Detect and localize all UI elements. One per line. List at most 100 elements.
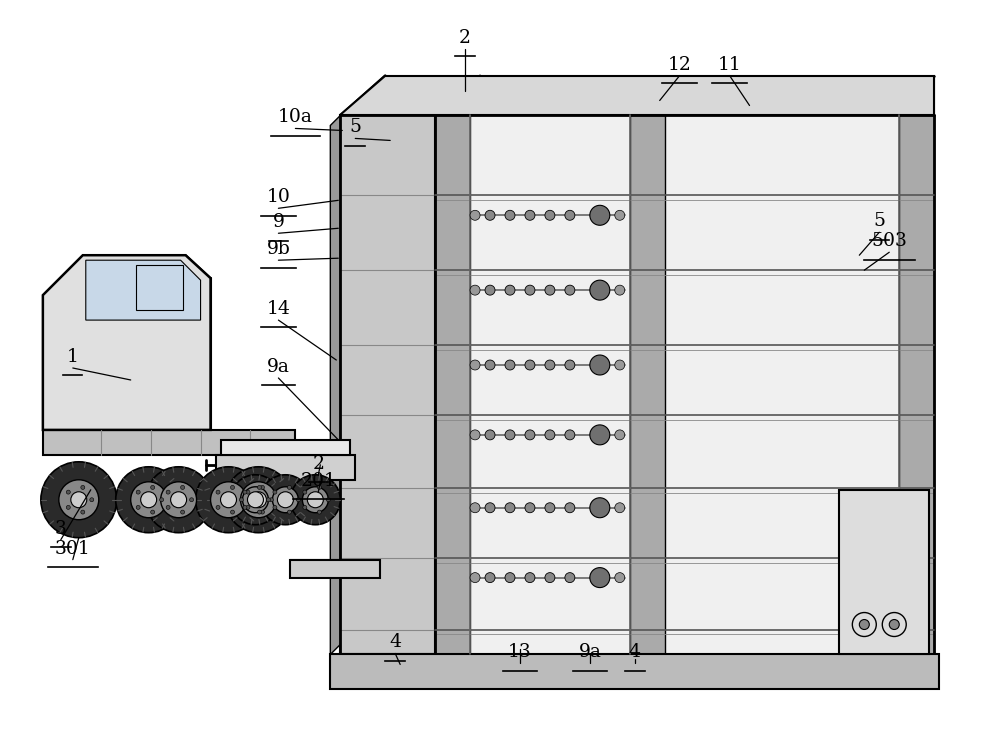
Circle shape (66, 490, 70, 494)
Circle shape (257, 486, 261, 489)
Circle shape (615, 285, 625, 295)
Polygon shape (330, 116, 340, 654)
Circle shape (116, 467, 182, 533)
Circle shape (307, 492, 323, 508)
Circle shape (485, 285, 495, 295)
Circle shape (247, 492, 263, 508)
Circle shape (273, 490, 277, 494)
Circle shape (470, 360, 480, 370)
Circle shape (505, 573, 515, 582)
Circle shape (290, 475, 340, 525)
Circle shape (565, 573, 575, 582)
Circle shape (485, 210, 495, 220)
Circle shape (889, 620, 899, 629)
Circle shape (317, 486, 321, 489)
Polygon shape (290, 559, 380, 578)
Circle shape (81, 510, 85, 514)
Circle shape (211, 482, 246, 517)
Circle shape (146, 467, 212, 533)
Circle shape (246, 490, 250, 494)
Circle shape (505, 503, 515, 513)
Circle shape (66, 506, 70, 509)
Polygon shape (221, 440, 350, 455)
Text: 10: 10 (266, 189, 290, 206)
Circle shape (81, 486, 85, 489)
Polygon shape (330, 654, 939, 689)
Polygon shape (630, 116, 665, 654)
Circle shape (505, 285, 515, 295)
Text: 11: 11 (718, 55, 741, 74)
Circle shape (615, 573, 625, 582)
Circle shape (296, 497, 300, 502)
Circle shape (565, 360, 575, 370)
Circle shape (590, 206, 610, 226)
Text: 14: 14 (266, 300, 290, 318)
Circle shape (545, 503, 555, 513)
Circle shape (221, 492, 236, 508)
Circle shape (505, 210, 515, 220)
Circle shape (272, 486, 298, 513)
Circle shape (266, 497, 270, 502)
Circle shape (525, 210, 535, 220)
Text: 5: 5 (349, 119, 361, 136)
Circle shape (287, 510, 291, 514)
Text: 2: 2 (459, 29, 471, 46)
Circle shape (277, 492, 293, 508)
Circle shape (859, 620, 869, 629)
Circle shape (485, 573, 495, 582)
Circle shape (181, 486, 185, 489)
Circle shape (615, 210, 625, 220)
Circle shape (190, 497, 194, 502)
Circle shape (565, 210, 575, 220)
Circle shape (470, 210, 480, 220)
Text: 5: 5 (873, 212, 885, 230)
Circle shape (470, 503, 480, 513)
Circle shape (273, 506, 277, 509)
Polygon shape (216, 455, 355, 480)
Circle shape (231, 510, 235, 514)
Polygon shape (43, 430, 295, 455)
Circle shape (240, 482, 276, 517)
Circle shape (303, 490, 307, 494)
Circle shape (545, 430, 555, 440)
Circle shape (166, 490, 170, 494)
Circle shape (615, 503, 625, 513)
Circle shape (260, 475, 310, 525)
Circle shape (260, 510, 264, 514)
Text: 4: 4 (629, 643, 641, 662)
Circle shape (565, 285, 575, 295)
Text: 10a: 10a (278, 108, 313, 127)
Circle shape (151, 510, 155, 514)
Circle shape (615, 360, 625, 370)
Circle shape (590, 355, 610, 375)
Circle shape (71, 492, 87, 508)
Circle shape (545, 285, 555, 295)
Circle shape (545, 360, 555, 370)
Circle shape (505, 430, 515, 440)
Text: 9a: 9a (267, 358, 290, 376)
Circle shape (317, 510, 321, 514)
Circle shape (250, 492, 266, 508)
Circle shape (59, 480, 99, 520)
Polygon shape (43, 255, 211, 430)
Polygon shape (136, 265, 183, 310)
Circle shape (505, 360, 515, 370)
Circle shape (485, 430, 495, 440)
Circle shape (181, 510, 185, 514)
Circle shape (131, 482, 167, 517)
Circle shape (590, 280, 610, 300)
Circle shape (226, 467, 291, 533)
Circle shape (196, 467, 261, 533)
Circle shape (260, 486, 264, 489)
Text: 4: 4 (389, 634, 401, 652)
Circle shape (171, 492, 187, 508)
Circle shape (303, 506, 307, 509)
Circle shape (160, 497, 164, 502)
Text: 2: 2 (312, 455, 324, 473)
Polygon shape (340, 76, 934, 116)
Polygon shape (340, 116, 435, 654)
Circle shape (161, 482, 197, 517)
Circle shape (231, 486, 235, 489)
Circle shape (525, 285, 535, 295)
Circle shape (525, 573, 535, 582)
